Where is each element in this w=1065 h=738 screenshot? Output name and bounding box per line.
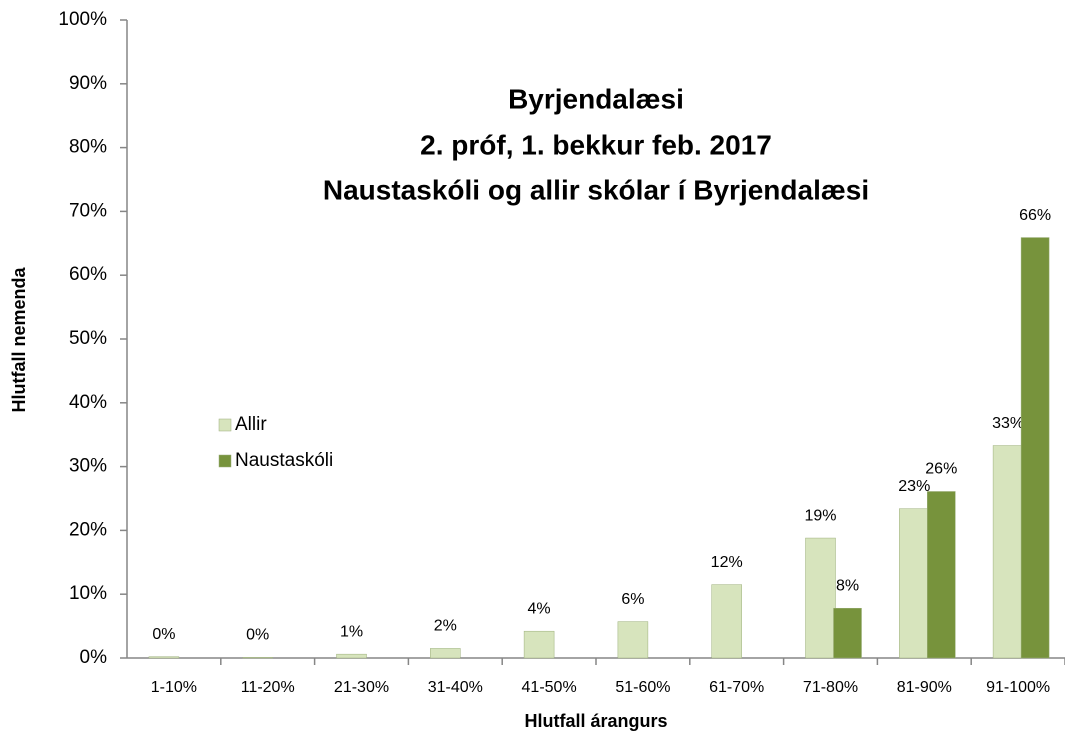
y-tick-label: 0% — [80, 647, 108, 668]
bar — [805, 537, 836, 659]
x-tick-label: 21-30% — [334, 679, 389, 696]
legend-label: Naustaskóli — [235, 450, 333, 471]
bar — [523, 630, 555, 659]
legend-swatch — [218, 418, 232, 432]
legend-label: Allir — [235, 414, 267, 435]
y-tick-label: 20% — [69, 519, 107, 540]
y-tick-label: 60% — [69, 264, 107, 285]
x-tick-label: 31-40% — [428, 679, 483, 696]
data-label: 0% — [246, 627, 269, 644]
data-label: 23% — [898, 478, 930, 495]
y-tick-label: 10% — [69, 583, 107, 604]
data-label: 1% — [340, 623, 363, 640]
x-tick-label: 1-10% — [151, 679, 197, 696]
y-tick-label: 100% — [58, 9, 107, 30]
bar — [1020, 237, 1050, 659]
x-tick-label: 71-80% — [803, 679, 858, 696]
y-tick-label: 90% — [69, 73, 107, 94]
data-label: 8% — [836, 577, 859, 594]
x-tick-label: 81-90% — [897, 679, 952, 696]
x-tick-label: 61-70% — [709, 679, 764, 696]
x-tick-label: 91-100% — [986, 679, 1050, 696]
x-tick-label: 41-50% — [522, 679, 577, 696]
y-tick-label: 50% — [69, 328, 107, 349]
data-label: 0% — [152, 626, 175, 643]
chart-title: Byrjendalæsi — [508, 83, 684, 114]
y-tick-label: 30% — [69, 456, 107, 477]
data-label: 66% — [1019, 207, 1051, 224]
data-label: 2% — [434, 618, 457, 635]
data-label: 26% — [925, 461, 957, 478]
data-label: 33% — [992, 415, 1024, 432]
bar — [336, 653, 367, 659]
data-label: 6% — [621, 591, 644, 608]
data-label: 12% — [711, 554, 743, 571]
y-tick-label: 40% — [69, 392, 107, 413]
y-tick-label: 80% — [69, 137, 107, 158]
x-tick-label: 11-20% — [241, 679, 295, 696]
bar — [617, 621, 649, 659]
y-tick-label: 70% — [69, 200, 107, 221]
bar — [148, 656, 180, 659]
x-tick-label: 51-60% — [615, 679, 670, 696]
bar — [899, 508, 930, 659]
legend-swatch — [218, 454, 232, 468]
y-axis-label: Hlutfall nemenda — [9, 267, 29, 413]
data-label: 19% — [804, 507, 836, 524]
bar — [927, 491, 956, 659]
chart-title: Naustaskóli og allir skólar í Byrjendalæ… — [323, 174, 869, 205]
bar — [833, 607, 862, 659]
bar — [711, 584, 742, 659]
bar — [242, 657, 273, 659]
bar — [992, 445, 1024, 659]
data-label: 4% — [528, 600, 551, 617]
bar — [430, 648, 461, 659]
x-axis-label: Hlutfall árangurs — [524, 711, 667, 731]
chart-title: 2. próf, 1. bekkur feb. 2017 — [420, 129, 772, 160]
